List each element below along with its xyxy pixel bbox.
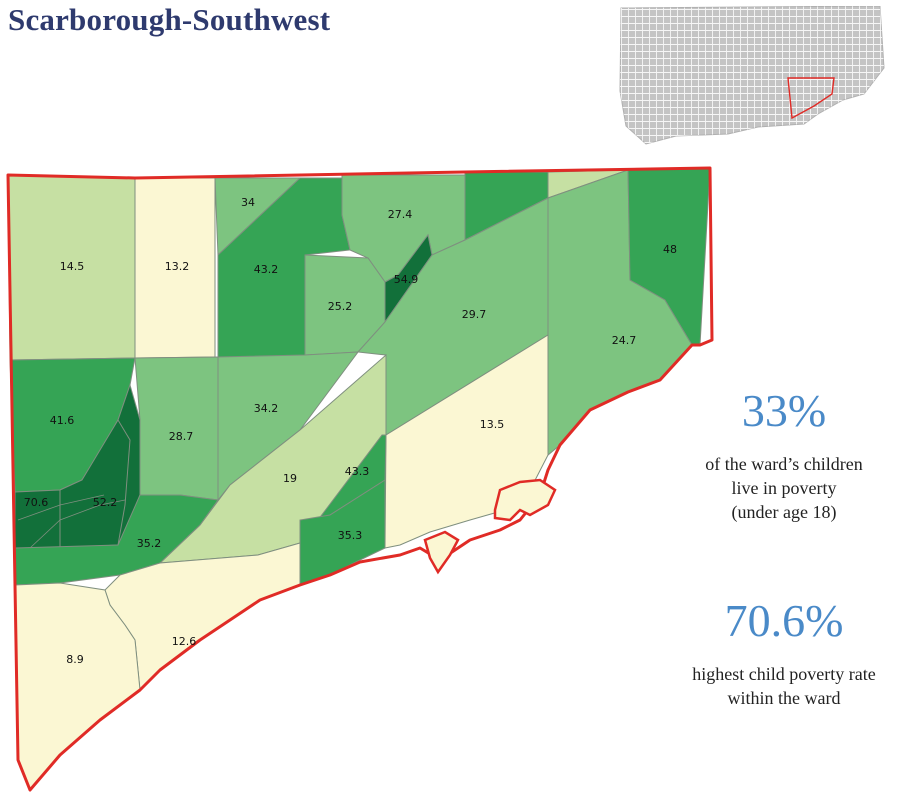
- tract-label: 12.6: [172, 635, 197, 648]
- ward-highlight: [787, 77, 835, 120]
- census-tracts: [7, 167, 711, 791]
- tract-54-9: [384, 233, 433, 324]
- tract-label: 29.7: [462, 308, 487, 321]
- ward-poverty-stat: 33% of the ward’s children live in pover…: [684, 388, 884, 524]
- tract-label: 19: [283, 472, 297, 485]
- caption-line: of the ward’s children: [705, 454, 863, 474]
- ward-map: 14.5 13.2 34 43.2 27.4 25.2 54.9 48 29.7…: [6, 166, 714, 792]
- caption-line: (under age 18): [731, 502, 837, 522]
- caption-line: highest child poverty rate: [692, 664, 876, 684]
- tract-label: 54.9: [394, 273, 419, 286]
- highest-rate-stat: 70.6% highest child poverty rate within …: [684, 598, 884, 710]
- tract-label: 41.6: [50, 414, 75, 427]
- tract-label: 35.3: [338, 529, 363, 542]
- tract-label: 25.2: [328, 300, 353, 313]
- page-title: Scarborough-Southwest: [8, 2, 331, 37]
- caption-line: live in poverty: [731, 478, 837, 498]
- tract-label: 43.3: [345, 465, 370, 478]
- tract-label: 8.9: [66, 653, 84, 666]
- tract-label: 70.6: [24, 496, 49, 509]
- tract-label: 35.2: [137, 537, 162, 550]
- ward-poverty-value: 33%: [741, 385, 827, 436]
- tract-label: 34: [241, 196, 255, 209]
- tract-28-7: [134, 356, 219, 501]
- tract-labels: 14.5 13.2 34 43.2 27.4 25.2 54.9 48 29.7…: [24, 196, 677, 666]
- tract-label: 24.7: [612, 334, 637, 347]
- tract-label: 43.2: [254, 263, 279, 276]
- tract-label: 28.7: [169, 430, 194, 443]
- caption-line: within the ward: [727, 688, 841, 708]
- toronto-locator-map: [619, 6, 885, 145]
- ward-poverty-caption: of the ward’s children live in poverty (…: [684, 452, 884, 524]
- tract-label: 13.5: [480, 418, 505, 431]
- tract-label: 27.4: [388, 208, 413, 221]
- tract-label: 14.5: [60, 260, 85, 273]
- harbour-outline: [423, 478, 557, 575]
- highest-rate-caption: highest child poverty rate within the wa…: [684, 662, 884, 710]
- tract-label: 34.2: [254, 402, 279, 415]
- tract-label: 48: [663, 243, 677, 256]
- tract-label: 13.2: [165, 260, 190, 273]
- tract-label: 52.2: [93, 496, 118, 509]
- highest-rate-value: 70.6%: [724, 595, 844, 646]
